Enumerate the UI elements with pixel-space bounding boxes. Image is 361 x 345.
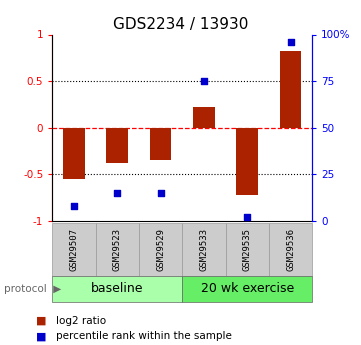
Text: ■: ■ <box>36 316 47 326</box>
Text: GDS2234 / 13930: GDS2234 / 13930 <box>113 17 248 32</box>
Point <box>201 78 207 84</box>
Bar <box>150 128 171 160</box>
Text: baseline: baseline <box>91 283 144 295</box>
Text: GSM29533: GSM29533 <box>200 228 208 271</box>
Text: GSM29507: GSM29507 <box>70 228 78 271</box>
Text: GSM29523: GSM29523 <box>113 228 122 271</box>
Point <box>244 214 250 220</box>
Point <box>158 190 164 196</box>
Point <box>114 190 120 196</box>
Text: percentile rank within the sample: percentile rank within the sample <box>56 332 232 341</box>
Point <box>288 39 293 45</box>
Text: GSM29535: GSM29535 <box>243 228 252 271</box>
Bar <box>63 128 85 179</box>
Text: log2 ratio: log2 ratio <box>56 316 106 326</box>
Bar <box>106 128 128 163</box>
Bar <box>193 107 215 128</box>
Bar <box>236 128 258 195</box>
Bar <box>280 51 301 128</box>
Text: protocol  ▶: protocol ▶ <box>4 284 61 294</box>
Text: 20 wk exercise: 20 wk exercise <box>201 283 294 295</box>
Text: GSM29536: GSM29536 <box>286 228 295 271</box>
Text: GSM29529: GSM29529 <box>156 228 165 271</box>
Point <box>71 203 77 209</box>
Text: ■: ■ <box>36 332 47 341</box>
